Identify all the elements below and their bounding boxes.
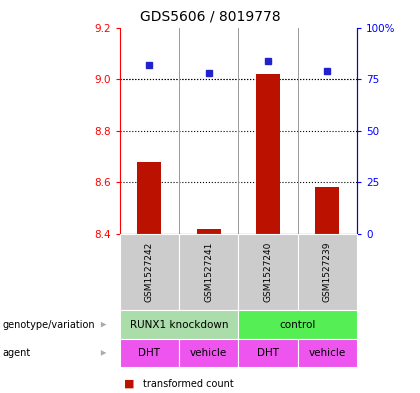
Text: GDS5606 / 8019778: GDS5606 / 8019778 [140,10,280,24]
Text: RUNX1 knockdown: RUNX1 knockdown [130,320,228,330]
Bar [137,162,161,234]
Text: genotype/variation: genotype/variation [2,320,95,330]
Text: vehicle: vehicle [309,348,346,358]
Bar [256,74,280,234]
Text: DHT: DHT [257,348,279,358]
Text: vehicle: vehicle [190,348,227,358]
Text: DHT: DHT [138,348,160,358]
Text: agent: agent [2,348,30,358]
Text: transformed count: transformed count [143,378,234,389]
Text: GSM1527241: GSM1527241 [204,242,213,302]
Text: ■: ■ [124,378,134,389]
Text: GSM1527240: GSM1527240 [263,242,273,302]
Bar [197,229,220,234]
Text: control: control [279,320,316,330]
Text: GSM1527242: GSM1527242 [145,242,154,302]
Bar [315,187,339,234]
Text: GSM1527239: GSM1527239 [323,242,332,302]
